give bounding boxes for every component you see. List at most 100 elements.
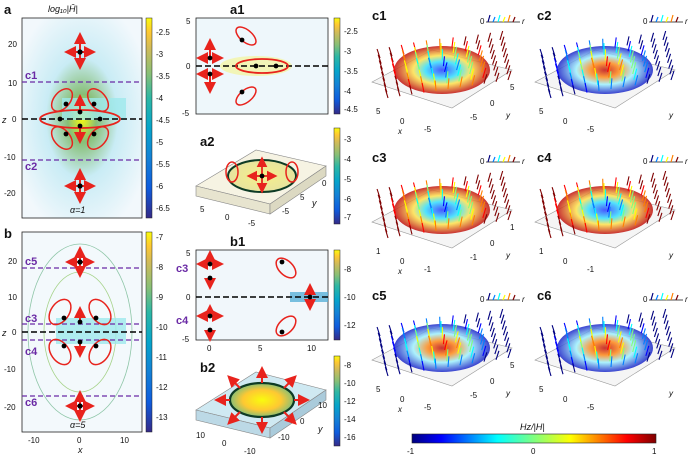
c-vector-arrow [378, 60, 383, 70]
panel-b1-xtick: 5 [258, 344, 263, 353]
panel-b1-cbtick: -12 [344, 321, 356, 330]
panel-c6: c6 0 r 5 0 -5 y [534, 288, 688, 412]
c-vector-arrow [459, 76, 463, 88]
c-y-label: y [668, 111, 674, 120]
panel-b-plot [21, 231, 143, 433]
c-vector-arrow [540, 332, 545, 342]
c-vector-arrow [488, 38, 493, 48]
c-vector-arrow [609, 71, 612, 84]
c-vector-arrow [421, 222, 425, 233]
panel-b-cbtick: -10 [156, 323, 168, 332]
c-vector-arrow [622, 216, 626, 228]
c-vector-arrow [668, 199, 673, 209]
c-vector-arrow [489, 184, 494, 194]
c-vector-arrow [381, 71, 386, 82]
c-vector-arrow [545, 217, 550, 227]
inset-arrow [665, 294, 669, 301]
c-vector-arrow [553, 57, 558, 68]
c-vector-arrow [466, 50, 471, 63]
c-vector-arrow [607, 340, 611, 350]
c-vector-arrow [628, 323, 633, 335]
c-vector-arrow [539, 326, 544, 337]
c-vector-arrow [379, 343, 384, 354]
c-vector-arrow [554, 63, 559, 74]
c-vector-arrow [483, 74, 488, 84]
panel-a-cut-label: c1 [25, 70, 37, 82]
panel-c4: c4 0 r 1 0 -1 y [534, 150, 688, 274]
c-vector-arrow [664, 182, 669, 192]
c-vector-arrow [664, 42, 669, 52]
c-vector-arrow [501, 320, 506, 330]
c-vector-arrow [639, 180, 644, 190]
panel-c6-label: c6 [537, 288, 551, 303]
c-vector-arrow [608, 206, 611, 218]
c-vector-arrow [382, 355, 387, 365]
panel-b2-cbtick: -16 [344, 433, 356, 442]
inset-arrow [487, 292, 491, 301]
panel-b1-ytick: 5 [186, 249, 191, 258]
c-vector-arrow [547, 366, 552, 377]
panel-b-x-label: x [77, 445, 83, 455]
inset-r: r [685, 17, 688, 26]
c-vector-arrow [651, 316, 656, 326]
c-axis-tick: 0 [563, 395, 568, 404]
c-vector-arrow [507, 348, 512, 359]
inset-arrow [487, 14, 491, 23]
panel-a-cbtick: -3 [156, 50, 164, 59]
c-vector-arrow [639, 40, 644, 50]
c-vector-arrow [493, 61, 498, 71]
c-vector-arrow [663, 176, 668, 186]
c-vector-arrow [478, 328, 483, 339]
inset-arrow [670, 14, 674, 23]
panel-a2-tick: 0 [322, 179, 327, 188]
c-vector-arrow [634, 75, 639, 86]
c-vector-arrow [632, 62, 637, 75]
c-vector-arrow [545, 355, 550, 365]
panel-c2-label: c2 [537, 8, 551, 23]
c-vector-arrow [658, 212, 663, 222]
inset-arrow [655, 156, 659, 163]
c-vector-arrow [493, 201, 498, 211]
c-vector-arrow [451, 177, 454, 188]
c-vector-arrow [481, 201, 486, 213]
c-vector-arrow [610, 356, 613, 368]
c-vector-arrow [500, 176, 505, 186]
panel-b1-label: b1 [230, 234, 245, 249]
panel-b1-plot [195, 249, 329, 342]
inset-r: r [685, 157, 688, 166]
c-vector-arrow [478, 50, 483, 61]
c-vector-arrow [457, 342, 462, 354]
c-vector-arrow [554, 203, 559, 214]
c-vector-arrow [454, 331, 459, 343]
panel-a1-cbtick: -4.5 [344, 105, 358, 114]
c-vector-arrow [657, 66, 662, 77]
panel-b1-ytick: 0 [186, 293, 191, 302]
c-vector-arrow [653, 327, 658, 338]
panel-a-cbtick: -6.5 [156, 204, 170, 213]
c-vector-arrow [389, 52, 394, 63]
c-vector-arrow [633, 208, 638, 220]
c-vector-arrow [657, 206, 662, 217]
inset-zero: 0 [480, 295, 485, 304]
panel-b-label: b [4, 226, 12, 241]
c-vector-arrow [465, 323, 470, 335]
c-axis-tick: 0 [490, 377, 495, 386]
c-vector-arrow [667, 193, 672, 204]
panel-b-cbtick: -11 [156, 353, 168, 362]
c-vector-arrow [477, 185, 482, 196]
panel-b-cut-label: c3 [25, 313, 37, 325]
c-vector-arrow [590, 328, 594, 341]
c-vector-arrow [390, 57, 395, 68]
c-vector-arrow [634, 353, 639, 364]
c-vector-arrow [471, 353, 476, 364]
c-vector-arrow [643, 333, 648, 345]
c-vector-arrow [504, 193, 509, 204]
c-axis-tick: 0 [563, 257, 568, 266]
c-vector-arrow [638, 34, 642, 44]
inset-arrow [655, 294, 659, 301]
inset-arrow [660, 14, 664, 23]
c-vector-arrow [541, 200, 546, 210]
c-vector-arrow [487, 172, 492, 182]
c-vector-arrow [390, 335, 395, 346]
c-vector-arrow [544, 71, 549, 82]
